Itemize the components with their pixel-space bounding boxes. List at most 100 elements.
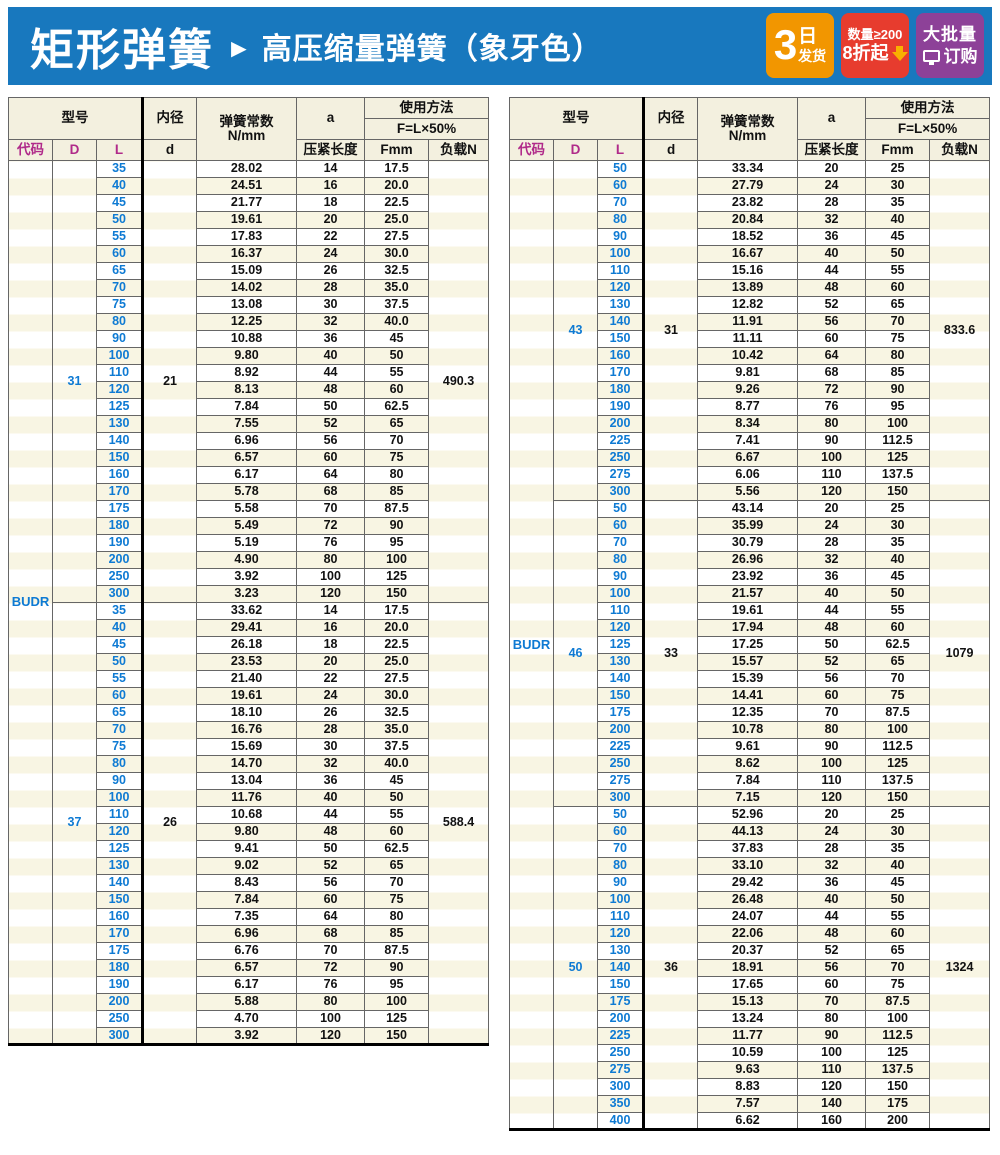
spring-constant-cell: 8.13 [196,381,298,399]
length-cell: 140 [95,432,145,450]
length-cell: 200 [597,721,646,739]
spring-constant-cell: 6.17 [196,976,298,994]
compressed-length-cell: 80 [296,993,366,1011]
table-row: 80 26.96 32 40 [510,551,990,569]
fmm-cell: 40 [865,211,931,229]
table-row: 225 11.77 90 112.5 [510,1027,990,1045]
spring-constant-cell: 5.58 [196,500,298,518]
spring-constant-cell: 30.79 [697,534,799,552]
compressed-length-cell: 110 [797,772,867,790]
fmm-cell: 25 [865,160,931,178]
table-row: 90 18.52 36 45 [510,228,990,246]
table-row: 80 33.10 32 40 [510,857,990,875]
fmm-cell: 100 [865,1010,931,1028]
header-D: D [52,139,97,161]
compressed-length-cell: 28 [296,721,366,739]
fmm-cell: 125 [865,755,931,773]
spring-constant-cell: 7.84 [697,772,799,790]
spring-constant-cell: 9.80 [196,347,298,365]
length-cell: 70 [597,534,646,552]
length-cell: 90 [95,772,145,790]
table-row: 175 5.58 70 87.5 [9,500,489,518]
fmm-cell: 37.5 [364,296,430,314]
header-model: 型号 [7,97,145,140]
spring-constant-cell: 21.57 [697,585,799,603]
length-cell: 60 [597,823,646,841]
fmm-cell: 150 [865,1078,931,1096]
length-cell: 60 [95,245,145,263]
length-cell: 100 [95,789,145,807]
header-spring-constant-line2: N/mm [227,128,266,143]
fmm-cell: 55 [865,262,931,280]
fmm-cell: 35.0 [364,279,430,297]
header-L: L [597,139,646,161]
compressed-length-cell: 72 [797,381,867,399]
length-cell: 75 [95,296,145,314]
compressed-length-cell: 22 [296,228,366,246]
spring-constant-cell: 9.81 [697,364,799,382]
inner-dia-cell: 26 [142,602,198,1045]
spring-constant-cell: 5.19 [196,534,298,552]
length-cell: 125 [597,636,646,654]
table-row: 130 15.57 52 65 [510,653,990,671]
compressed-length-cell: 40 [797,891,867,909]
length-cell: 50 [597,500,646,518]
fmm-cell: 95 [865,398,931,416]
spring-constant-cell: 17.94 [697,619,799,637]
compressed-length-cell: 60 [797,687,867,705]
fmm-cell: 25 [865,500,931,518]
compressed-length-cell: 70 [296,500,366,518]
length-cell: 125 [95,398,145,416]
outer-dia-cell: 31 [52,160,97,603]
compressed-length-cell: 70 [797,993,867,1011]
table-row: 110 10.68 44 55 [9,806,489,824]
table-row: 130 20.37 52 65 [510,942,990,960]
load-cell: 490.3 [428,160,490,603]
length-cell: 125 [95,840,145,858]
header-compressed-length: 压紧长度 [797,139,867,161]
fmm-cell: 45 [865,874,931,892]
compressed-length-cell: 110 [797,1061,867,1079]
compressed-length-cell: 36 [797,228,867,246]
table-row: 140 15.39 56 70 [510,670,990,688]
compressed-length-cell: 26 [296,704,366,722]
fmm-cell: 45 [865,228,931,246]
compressed-length-cell: 24 [296,245,366,263]
fmm-cell: 25.0 [364,211,430,229]
compressed-length-cell: 100 [797,1044,867,1062]
compressed-length-cell: 28 [296,279,366,297]
fmm-cell: 35 [865,534,931,552]
fmm-cell: 125 [865,449,931,467]
compressed-length-cell: 64 [296,466,366,484]
spring-constant-cell: 10.68 [196,806,298,824]
compressed-length-cell: 110 [797,466,867,484]
fmm-cell: 50 [364,789,430,807]
compressed-length-cell: 22 [296,670,366,688]
compressed-length-cell: 60 [797,330,867,348]
fmm-cell: 50 [865,891,931,909]
compressed-length-cell: 100 [296,568,366,586]
length-cell: 70 [95,721,145,739]
spring-constant-cell: 13.24 [697,1010,799,1028]
table-row: 275 6.06 110 137.5 [510,466,990,484]
compressed-length-cell: 56 [797,313,867,331]
table-row: 160 7.35 64 80 [9,908,489,926]
table-row: 110 8.92 44 55 [9,364,489,382]
spring-constant-cell: 5.88 [196,993,298,1011]
table-row: 110 24.07 44 55 [510,908,990,926]
fmm-cell: 50 [364,347,430,365]
length-cell: 110 [597,602,646,620]
header-spring-constant-line1: 弹簧常数 [219,113,274,129]
compressed-length-cell: 52 [797,942,867,960]
compressed-length-cell: 48 [296,823,366,841]
header-fmm: Fmm [364,139,430,161]
badge-quantity-discount: 数量≥200 8折起 [841,13,909,78]
inner-dia-cell: 36 [643,806,699,1130]
compressed-length-cell: 48 [296,381,366,399]
spring-constant-cell: 6.67 [697,449,799,467]
fmm-cell: 150 [865,789,931,807]
compressed-length-cell: 20 [296,211,366,229]
fmm-cell: 75 [364,449,430,467]
length-cell: 55 [95,670,145,688]
table-row: 90 29.42 36 45 [510,874,990,892]
